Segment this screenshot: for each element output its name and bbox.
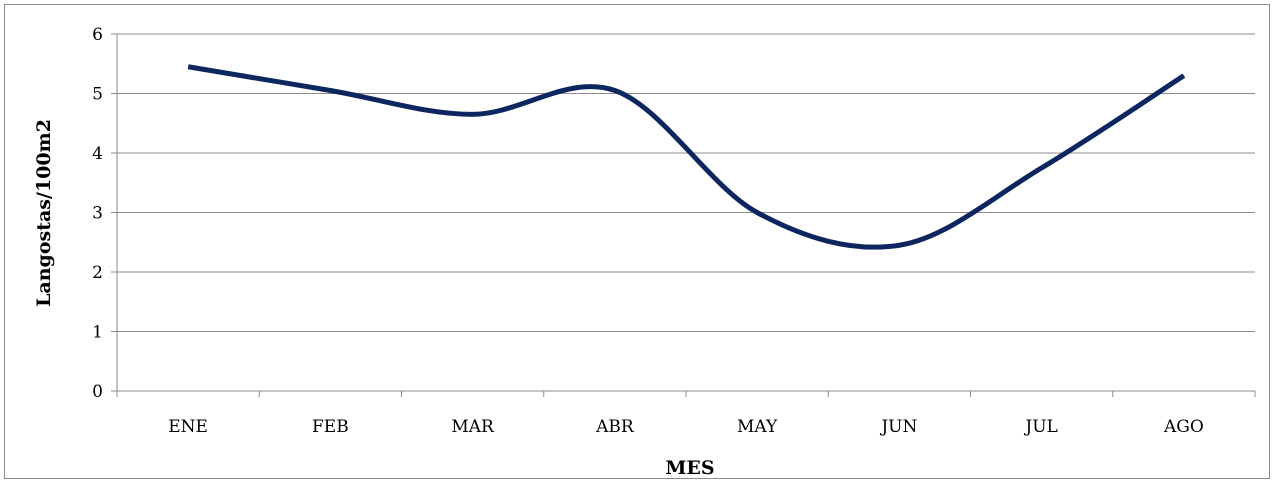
y-tick-label: 1 xyxy=(92,323,103,343)
tick-labels: 0 1 2 3 4 5 6 ENE FEB MAR ABR MAY JUN JUL AGO xyxy=(92,25,1204,437)
y-tick-label: 3 xyxy=(92,204,103,224)
y-axis-title: Langostas/100m2 xyxy=(33,119,55,307)
x-tick-label: MAY xyxy=(737,417,778,437)
y-tick-label: 4 xyxy=(92,144,103,164)
gridlines xyxy=(111,33,1256,397)
x-tick-label: MAR xyxy=(451,417,495,437)
series-lines xyxy=(187,64,1186,250)
x-tick-label: ABR xyxy=(595,417,635,437)
x-tick-label: JUL xyxy=(1023,417,1057,437)
y-tick-label: 6 xyxy=(92,25,103,45)
y-tick-label: 5 xyxy=(92,85,103,105)
x-tick-label: AGO xyxy=(1163,417,1204,437)
y-tick-label: 0 xyxy=(92,382,103,402)
x-tick-label: ENE xyxy=(168,417,208,437)
x-axis-title: MES xyxy=(665,457,714,479)
x-tick-label: JUN xyxy=(879,417,917,437)
series-line xyxy=(187,64,1186,250)
chart-frame xyxy=(4,4,1270,479)
x-tick-label: FEB xyxy=(312,417,349,437)
y-tick-label: 2 xyxy=(92,263,103,283)
